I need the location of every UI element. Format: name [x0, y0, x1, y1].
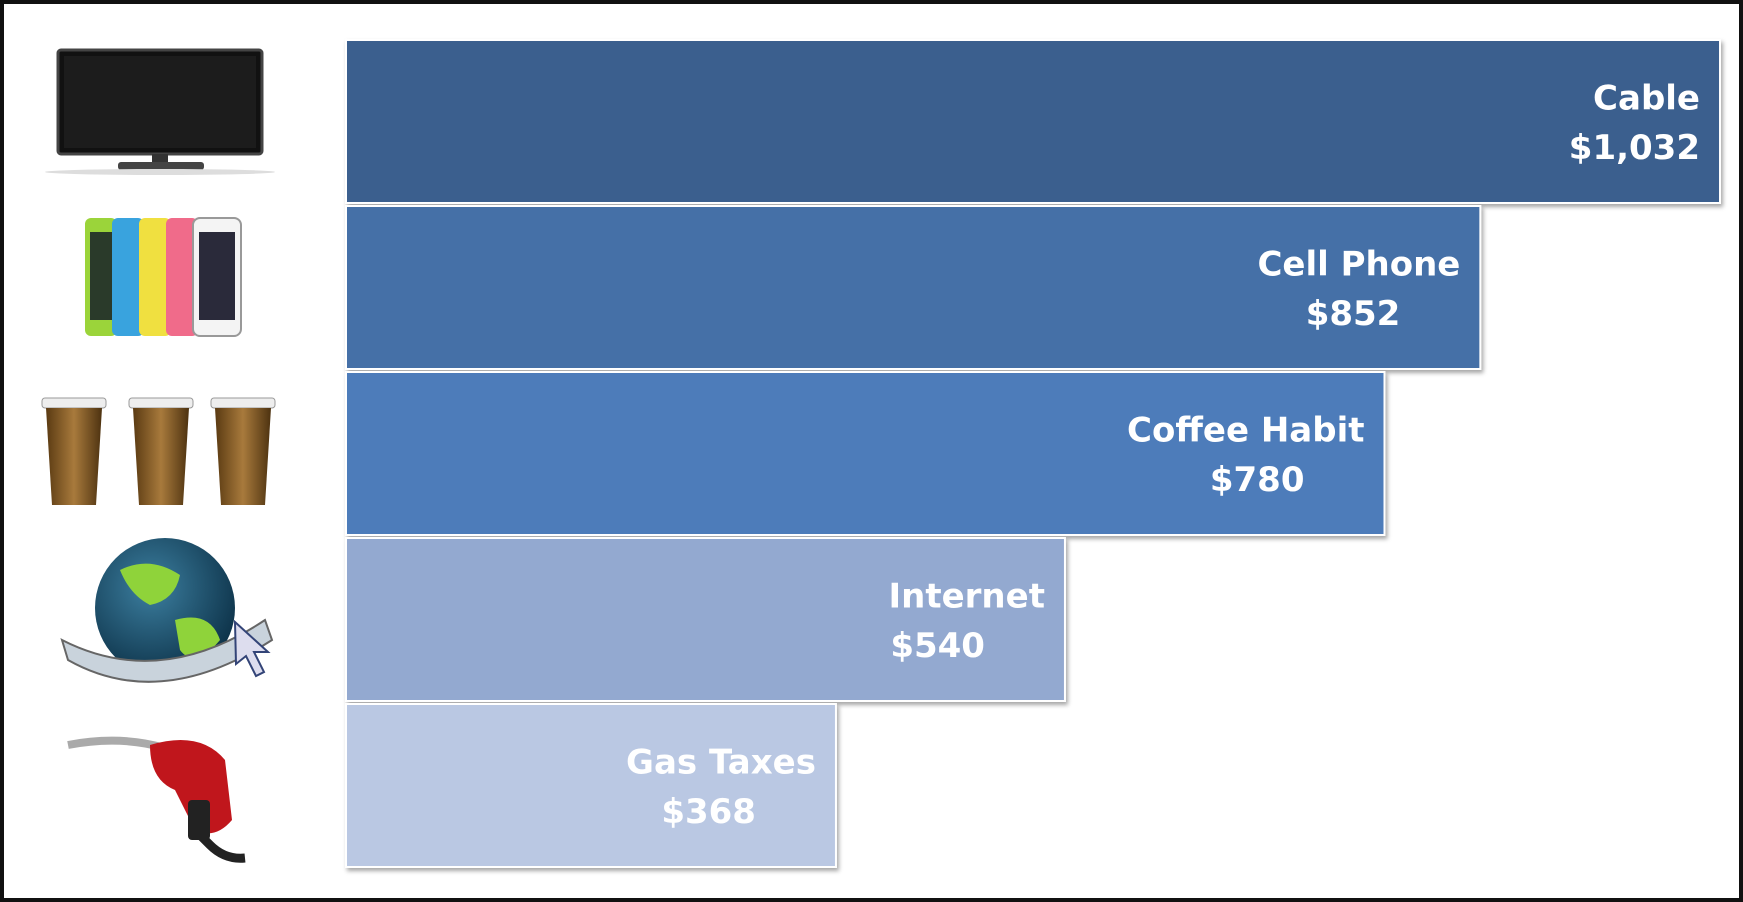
bar	[346, 704, 836, 867]
category-label: Cable	[1593, 78, 1700, 118]
value-label: $1,032	[1569, 128, 1700, 168]
coffee-icon	[42, 398, 275, 505]
category-label: Internet	[889, 576, 1045, 616]
bar	[346, 372, 1384, 535]
bar	[346, 206, 1480, 369]
phones-icon	[85, 218, 241, 336]
value-label: $852	[1306, 294, 1401, 334]
category-label: Cell Phone	[1257, 244, 1460, 284]
page: Cable $1,032 Cell Phone $852 Coffee Habit $78…	[0, 0, 1743, 902]
value-label: $540	[890, 626, 985, 666]
bar	[346, 40, 1720, 203]
bar	[346, 538, 1065, 701]
category-label: Coffee Habit	[1127, 410, 1364, 450]
category-label: Gas Taxes	[626, 742, 816, 782]
chart: Cable $1,032 Cell Phone $852 Coffee Habit $78…	[0, 0, 1743, 902]
value-label: $368	[661, 792, 756, 832]
value-label: $780	[1210, 460, 1305, 500]
